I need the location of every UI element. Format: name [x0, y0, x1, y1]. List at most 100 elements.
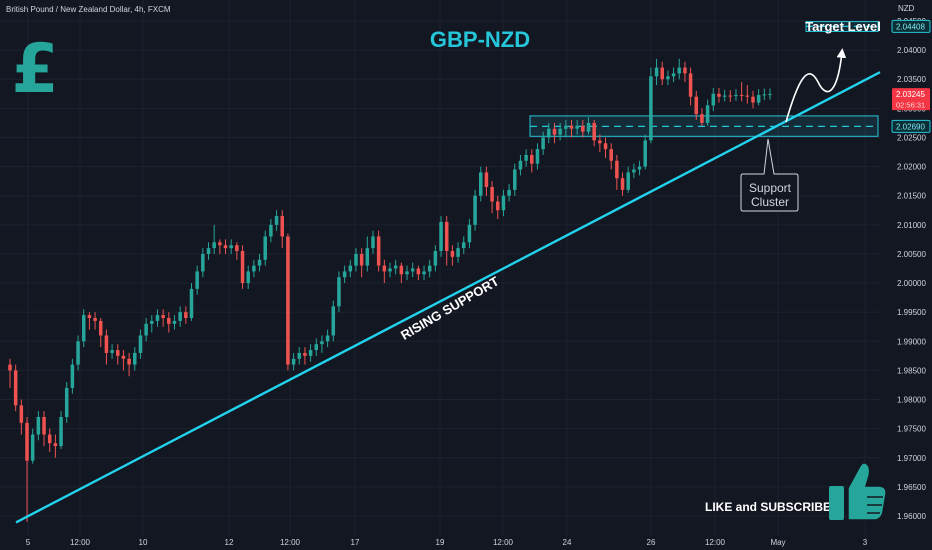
candle — [756, 89, 761, 106]
like-subscribe-text[interactable]: LIKE and SUBSCRIBE — [705, 500, 831, 514]
candle — [410, 262, 415, 278]
candle — [518, 154, 523, 176]
support-cluster-callout: Support Cluster — [740, 138, 799, 212]
candle — [325, 329, 330, 348]
candle-body — [365, 248, 370, 266]
candle-body — [229, 245, 233, 249]
candle-body — [161, 315, 165, 318]
candle-body — [688, 73, 693, 97]
candle — [620, 172, 625, 196]
candle — [280, 210, 284, 249]
target-level-label: Target Level — [805, 19, 881, 34]
countdown-badge-bg — [892, 99, 930, 111]
candle — [8, 358, 12, 388]
candle-body — [167, 318, 171, 324]
candle-body — [416, 268, 421, 275]
candle — [314, 338, 319, 356]
candle — [371, 230, 375, 254]
candle-body — [212, 242, 216, 249]
candle-body — [745, 95, 750, 97]
candle — [643, 134, 647, 170]
candle-body — [354, 253, 358, 266]
price-tick-label: 2.01500 — [897, 192, 926, 201]
candle-body — [501, 195, 506, 211]
candle — [127, 352, 131, 377]
candle — [308, 344, 313, 362]
price-tick-label: 1.96000 — [897, 512, 926, 521]
candle-body — [342, 271, 347, 278]
candle — [42, 411, 46, 447]
candle-body — [235, 245, 239, 252]
price-tick-label: 2.02000 — [897, 163, 926, 172]
candle — [19, 399, 24, 435]
support-cluster-line1: Support — [749, 181, 792, 195]
time-tick-label: 12:00 — [493, 538, 514, 547]
candles — [8, 58, 772, 522]
candle-body — [728, 95, 733, 97]
candle — [632, 163, 636, 179]
candle-body — [53, 443, 58, 447]
candle — [683, 61, 687, 83]
time-tick-label: 12:00 — [70, 538, 91, 547]
candle — [47, 428, 52, 452]
currency-label: NZD — [898, 4, 915, 13]
candle-body — [711, 93, 716, 106]
thumbs-up-icon[interactable] — [829, 462, 887, 521]
candle — [116, 344, 120, 365]
price-tick-label: 1.97000 — [897, 454, 926, 463]
candle-body — [76, 341, 80, 365]
candle — [450, 245, 455, 266]
candle — [439, 216, 443, 257]
candle — [206, 242, 211, 260]
candle — [291, 352, 296, 371]
candle — [405, 265, 409, 281]
candle — [286, 233, 290, 371]
rising-support-line[interactable] — [15, 71, 881, 524]
time-axis[interactable]: 5 12:00 10 12 12:00 17 19 12:00 24 26 12:00 May 3 — [26, 538, 868, 547]
current-price-badge: 2.03245 — [896, 90, 925, 99]
candle — [649, 67, 653, 144]
candle-body — [734, 94, 738, 97]
candle-body — [433, 251, 438, 266]
candle-body — [632, 169, 636, 173]
candle-body — [586, 122, 591, 132]
candle — [30, 428, 35, 464]
candle — [393, 259, 398, 275]
candle — [461, 236, 466, 254]
candle — [98, 318, 103, 348]
candle-body — [320, 341, 324, 345]
candle — [427, 259, 432, 278]
candle-body — [581, 125, 585, 132]
candle — [235, 242, 239, 260]
candle — [342, 265, 347, 284]
candle — [615, 154, 619, 190]
candle — [382, 259, 387, 284]
candle — [660, 61, 664, 86]
candle-body — [666, 76, 670, 80]
candle — [64, 382, 69, 423]
candle-body — [252, 265, 256, 272]
candle-body — [42, 417, 46, 435]
price-tick-label: 1.96500 — [897, 483, 926, 492]
candle-body — [393, 265, 398, 269]
candle-body — [59, 417, 63, 447]
candle — [433, 245, 438, 272]
candle — [728, 90, 733, 102]
price-badges: 2.04408 2.03245 02:56:31 2.02690 — [891, 19, 931, 133]
price-tick-label: 1.97500 — [897, 425, 926, 434]
candle-body — [564, 125, 568, 129]
candle — [337, 271, 341, 313]
candle-body — [110, 350, 114, 353]
candle-body — [615, 160, 619, 179]
candle — [467, 219, 472, 249]
price-tick-label: 2.02500 — [897, 133, 926, 142]
candle-body — [439, 221, 443, 252]
candle — [768, 88, 772, 100]
candle — [303, 347, 307, 365]
candle — [558, 122, 562, 141]
candle — [36, 411, 41, 441]
candle-body — [98, 320, 103, 336]
candle — [541, 131, 545, 155]
candle-body — [388, 268, 392, 272]
